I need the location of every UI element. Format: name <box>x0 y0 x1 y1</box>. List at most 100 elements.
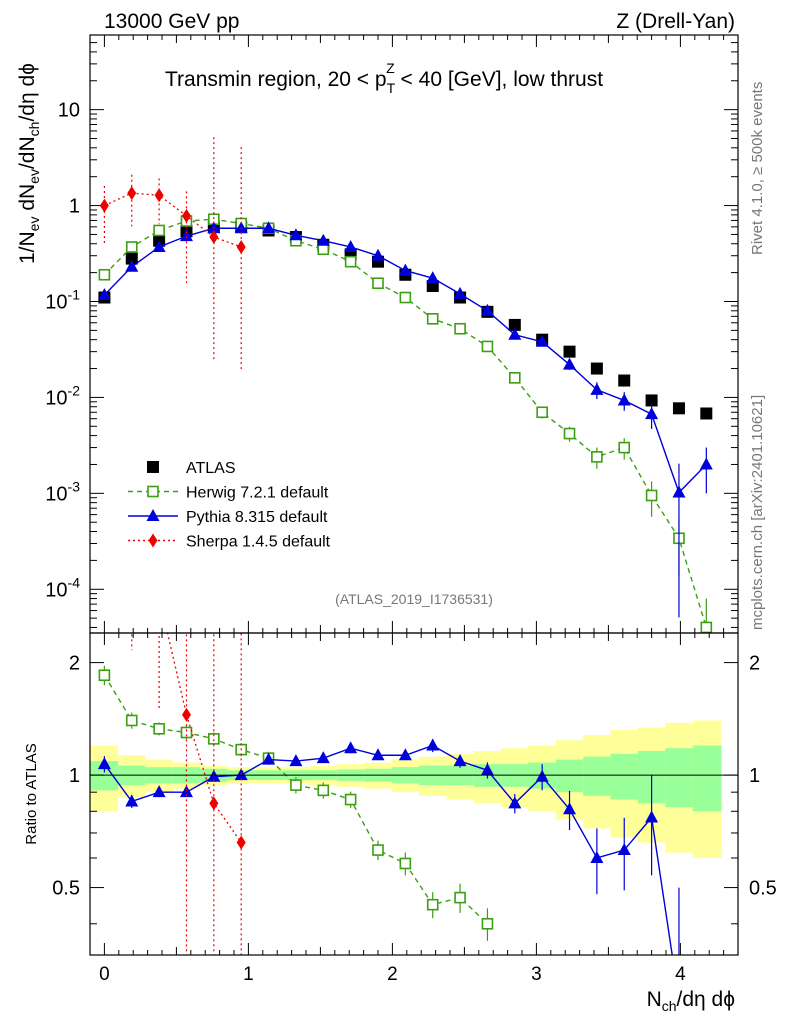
ratio-tick-label-right: 2 <box>749 653 760 675</box>
herwig-ratio-point <box>98 669 111 682</box>
sherpa-ratio-point <box>100 410 109 424</box>
ratio-plot-data <box>97 410 680 955</box>
pythia-point <box>262 221 276 234</box>
pythia-ratio-point <box>152 785 166 798</box>
herwig-point <box>454 322 466 335</box>
sherpa-point <box>154 188 164 203</box>
herwig-point <box>372 277 384 290</box>
atlas-point <box>645 394 658 407</box>
pythia-point <box>152 239 166 252</box>
herwig-ratio-point <box>454 891 466 904</box>
ratio-tick-label-left: 0.5 <box>52 878 80 900</box>
atlas-point <box>618 374 631 387</box>
plot-title: Transmin region, 20 < pTZ < 40 [GeV], lo… <box>165 60 603 96</box>
pythia-ratio-point <box>480 763 494 776</box>
legend-marker-sherpa <box>148 533 158 548</box>
herwig-point <box>98 268 111 281</box>
pythia-point <box>535 334 549 347</box>
sherpa-point <box>181 208 191 223</box>
pythia-point <box>645 407 659 420</box>
herwig-ratio-point <box>208 733 220 745</box>
atlas-point <box>508 318 521 331</box>
x-tick-label: 2 <box>387 964 398 985</box>
atlas-point <box>125 252 138 265</box>
pythia-ratio-point <box>453 754 467 767</box>
pythia-point <box>508 327 522 340</box>
ratio-tick-label-right: 0.5 <box>749 878 777 900</box>
pythia-point <box>316 233 330 246</box>
ratio-tick-label-left: 1 <box>69 765 80 787</box>
x-tick-label: 1 <box>243 964 254 985</box>
herwig-point <box>399 291 412 304</box>
herwig-point <box>591 451 603 463</box>
pythia-point <box>480 303 494 316</box>
x-tick-label: 0 <box>99 964 110 985</box>
axis-ticks: 0 1 2 3 4 10-4 10-3 10-2 10-1 1 10 0.5 0.5 1 1 2 2 <box>45 34 777 985</box>
legend-marker-pythia <box>146 509 160 521</box>
legend-label-pythia: Pythia 8.315 default <box>186 509 328 526</box>
main-plot-data <box>97 137 713 633</box>
ratio-tick-label-right: 1 <box>749 765 760 787</box>
sherpa-ratio-line <box>166 633 242 843</box>
pythia-point <box>179 229 193 242</box>
pythia-ratio-point <box>371 748 385 761</box>
sherpa-point <box>236 239 246 254</box>
y-tick-label: 10-3 <box>45 478 80 505</box>
pythia-ratio-point <box>289 754 303 767</box>
pythia-point <box>289 228 303 241</box>
pythia-ratio-point <box>563 802 577 815</box>
sherpa-ratio-point <box>181 707 191 722</box>
band-inner-bin <box>583 756 611 796</box>
legend-label-atlas: ATLAS <box>186 460 236 477</box>
atlas-point <box>344 248 357 261</box>
rivet-version-label: Rivet 4.1.0, ≥ 500k events <box>749 82 766 255</box>
pythia-ratio-point <box>262 752 276 765</box>
sherpa-point <box>127 186 137 201</box>
atlas-point <box>590 362 603 375</box>
sherpa-ratio-point <box>236 835 246 850</box>
pythia-point <box>563 357 577 370</box>
legend-marker-atlas <box>147 461 159 473</box>
herwig-ratio-point <box>153 722 165 735</box>
herwig-ratio-point <box>399 857 412 870</box>
pythia-ratio-point <box>426 738 440 751</box>
herwig-point <box>645 489 658 502</box>
x-tick-label: 4 <box>675 964 686 985</box>
herwig-point <box>317 243 330 256</box>
ratio-tick-label-left: 2 <box>69 653 80 675</box>
y-tick-label: 10-4 <box>45 574 80 601</box>
herwig-point <box>344 255 357 268</box>
herwig-point <box>700 621 713 633</box>
herwig-point <box>125 241 138 253</box>
mcplots-source-label: mcplots.cern.ch [arXiv:2401.10621] <box>749 395 766 630</box>
herwig-ratio-point <box>372 844 384 856</box>
sherpa-point <box>99 198 109 213</box>
pythia-point <box>125 259 139 272</box>
herwig-ratio-point <box>426 898 439 911</box>
pythia-point <box>590 382 604 395</box>
herwig-point <box>563 427 576 440</box>
herwig-ratio-line <box>103 674 488 925</box>
pythia-point <box>398 263 412 276</box>
pythia-point <box>672 485 686 498</box>
band-inner-bin <box>610 753 638 800</box>
y-axis-label-ratio: Ratio to ATLAS <box>23 743 40 844</box>
atlas-point <box>563 345 576 358</box>
atlas-point <box>672 402 685 415</box>
herwig-ratio-point <box>125 714 138 727</box>
pythia-point <box>371 248 385 261</box>
pythia-ratio-point <box>508 796 522 809</box>
analysis-watermark: (ATLAS_2019_I1736531) <box>335 591 493 607</box>
herwig-ratio-point <box>290 779 302 791</box>
herwig-point <box>508 372 521 384</box>
pythia-ratio-point <box>398 748 412 761</box>
legend-marker-herwig <box>147 485 159 498</box>
band-inner-bin <box>665 748 693 808</box>
pythia-ratio-point <box>535 769 549 782</box>
sherpa-ratio-point <box>209 796 219 811</box>
x-axis-label: Nch/dη dϕ <box>647 988 735 1014</box>
pythia-point <box>699 457 713 470</box>
herwig-point <box>481 340 494 353</box>
band-inner-bin <box>692 745 722 812</box>
